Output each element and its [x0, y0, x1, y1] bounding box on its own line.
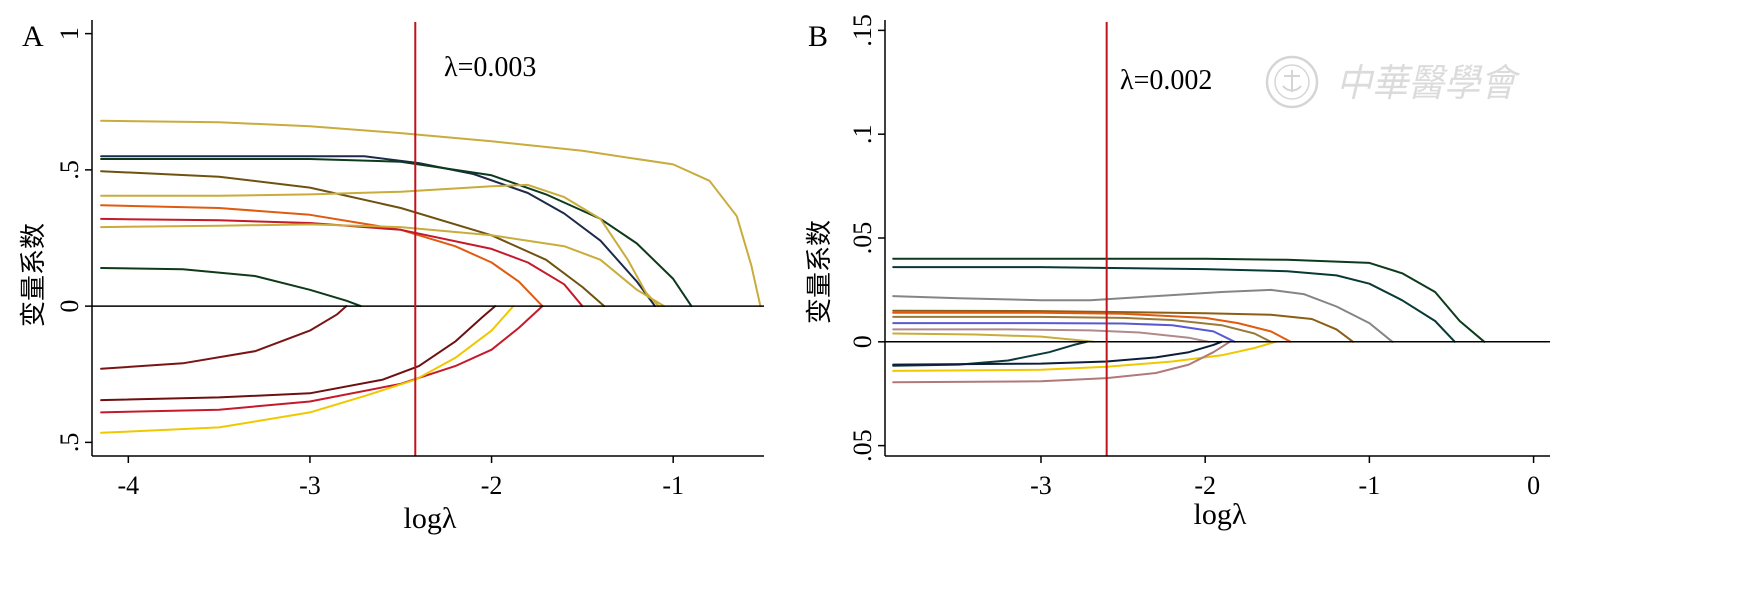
panel-b-series-line-13 — [892, 340, 1231, 384]
panel-b-series-line-8 — [892, 328, 1210, 343]
panel-b-axes: -3 -2 -1 0 .05 0 .05 .1 .15 — [848, 14, 1550, 500]
panel-b-y-tick-label: 0 — [848, 335, 877, 348]
panel-a-series-line-2 — [100, 155, 656, 308]
panel-a-y-axis-title: 变量系数 — [19, 223, 49, 327]
panel-a-series-line-5 — [100, 183, 660, 308]
panel-b-series-line-9 — [892, 332, 1095, 343]
panel-a-y-tick-label: .5 — [55, 433, 84, 453]
panel-b-y-tick-label: .05 — [848, 429, 877, 462]
panel-b-x-axis-title: logλ — [1194, 498, 1247, 531]
panel-b-x-tick-label: -3 — [1030, 471, 1052, 500]
panel-b-y-tick-label: .15 — [848, 14, 877, 47]
panel-b-x-tick-label: -2 — [1194, 471, 1216, 500]
panel-b-y-tick-label: .05 — [848, 222, 877, 255]
panel-b-letter: B — [808, 20, 828, 53]
panel-a: A -4 -3 -2 -1 .5 0 .5 1 λ=0.003 logλ 变量系数 — [19, 20, 764, 535]
panel-b-y-tick-label: .1 — [848, 124, 877, 144]
panel-b-series-line-5 — [892, 311, 1292, 343]
panel-b-series-line-3 — [892, 288, 1394, 343]
panel-a-axes: -4 -3 -2 -1 .5 0 .5 1 — [55, 20, 764, 500]
panel-b-y-axis-title: 变量系数 — [805, 220, 835, 324]
panel-a-x-tick-label: -3 — [299, 471, 321, 500]
panel-b-series-line-2 — [892, 266, 1456, 343]
panel-a-series-line-11 — [100, 305, 497, 402]
panel-a-letter: A — [22, 20, 44, 53]
panel-a-series-line-4 — [100, 170, 606, 308]
panel-a-series-line-13 — [100, 305, 515, 434]
panel-b-series-group — [892, 257, 1486, 384]
panel-a-lambda-annotation: λ=0.003 — [444, 52, 536, 83]
panel-b-series-line-6 — [892, 315, 1272, 343]
panel-b-lambda-annotation: λ=0.002 — [1120, 65, 1212, 96]
panel-a-y-tick-label: .5 — [55, 160, 84, 180]
panel-b-series-line-11 — [892, 340, 1223, 366]
panel-a-x-tick-label: -1 — [662, 471, 684, 500]
panel-b-x-tick-label: 0 — [1527, 471, 1540, 500]
panel-a-series-line-10 — [100, 305, 348, 370]
panel-a-x-axis-title: logλ — [404, 502, 457, 535]
panel-a-series-line-8 — [100, 223, 666, 308]
panel-b-x-tick-label: -1 — [1359, 471, 1381, 500]
panel-a-series-line-3 — [100, 158, 693, 308]
panel-a-series-line-12 — [100, 305, 544, 414]
panel-a-y-tick-label: 0 — [55, 300, 84, 313]
panel-b-series-line-1 — [892, 257, 1486, 343]
watermark-text: 中華醫學會 — [1336, 61, 1521, 105]
panel-a-series-line-1 — [100, 119, 762, 308]
panel-b-series-line-12 — [892, 340, 1277, 372]
panel-b-series-line-4 — [892, 309, 1354, 343]
panel-a-series-line-9 — [100, 267, 362, 308]
panel-b: B -3 -2 -1 0 .05 0 .05 .1 .15 λ=0.002 logλ 变量系数 — [805, 14, 1550, 531]
seal-emblem-icon — [1265, 55, 1319, 109]
panel-a-x-tick-label: -2 — [481, 471, 503, 500]
panel-a-series-line-6 — [100, 204, 544, 308]
watermark: 中華醫學會 — [1265, 55, 1521, 109]
panel-a-y-tick-label: 1 — [55, 27, 84, 40]
panel-b-series-line-7 — [892, 322, 1236, 343]
panel-a-x-tick-label: -4 — [117, 471, 139, 500]
panel-a-series-line-7 — [100, 217, 584, 308]
panel-a-series-group — [100, 119, 762, 434]
